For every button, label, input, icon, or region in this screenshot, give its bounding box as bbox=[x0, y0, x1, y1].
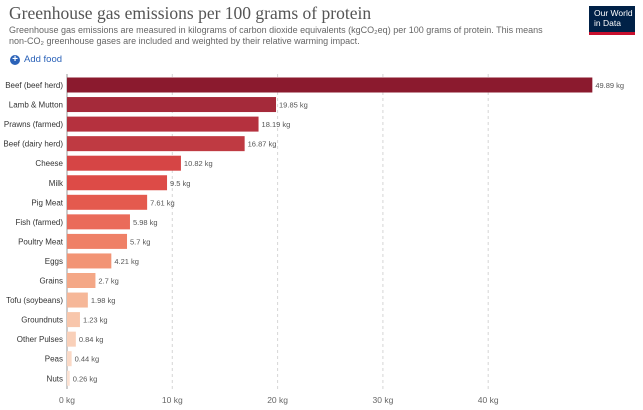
category-label: Poultry Meat bbox=[18, 237, 64, 246]
value-label: 7.61 kg bbox=[150, 198, 175, 207]
value-label: 10.82 kg bbox=[184, 159, 213, 168]
bar bbox=[67, 331, 76, 347]
category-label: Beef (beef herd) bbox=[5, 81, 63, 90]
value-label: 49.89 kg bbox=[595, 81, 624, 90]
bar bbox=[67, 97, 277, 113]
plus-circle-icon: + bbox=[10, 54, 20, 65]
x-tick-label: 0 kg bbox=[59, 395, 75, 405]
chart-title: Greenhouse gas emissions per 100 grams o… bbox=[9, 3, 372, 23]
logo-line-1: Our World bbox=[594, 8, 633, 18]
bar bbox=[67, 116, 259, 132]
bar bbox=[67, 214, 130, 230]
category-label: Tofu (soybeans) bbox=[6, 296, 63, 305]
bar bbox=[67, 77, 593, 93]
x-tick-label: 30 kg bbox=[373, 395, 394, 405]
x-tick-label: 20 kg bbox=[267, 395, 288, 405]
category-label: Fish (farmed) bbox=[15, 218, 63, 227]
category-label: Cheese bbox=[35, 159, 63, 168]
bar bbox=[67, 370, 70, 386]
category-label: Beef (dairy herd) bbox=[3, 140, 63, 149]
value-label: 16.87 kg bbox=[248, 140, 277, 149]
value-label: 0.44 kg bbox=[75, 355, 100, 364]
add-food-label: Add food bbox=[24, 54, 63, 65]
add-food-button[interactable]: + Add food bbox=[10, 54, 62, 65]
bar bbox=[67, 233, 128, 249]
value-label: 19.85 kg bbox=[279, 101, 308, 110]
category-label: Groundnuts bbox=[21, 316, 63, 325]
category-label: Prawns (farmed) bbox=[4, 120, 63, 129]
bar bbox=[67, 194, 148, 210]
category-label: Grains bbox=[39, 277, 63, 286]
category-label: Pig Meat bbox=[31, 198, 63, 207]
chart-subtitle: Greenhouse gas emissions are measured in… bbox=[9, 25, 543, 46]
category-label: Milk bbox=[49, 179, 64, 188]
bar bbox=[67, 273, 96, 288]
value-label: 5.98 kg bbox=[133, 218, 158, 227]
x-tick-label: 40 kg bbox=[478, 395, 499, 405]
category-label: Lamb & Mutton bbox=[9, 101, 63, 110]
value-label: 5.7 kg bbox=[130, 237, 150, 246]
value-label: 0.84 kg bbox=[79, 335, 104, 344]
bar bbox=[67, 136, 245, 152]
bar bbox=[67, 175, 168, 191]
value-label: 4.21 kg bbox=[114, 257, 139, 266]
value-label: 0.26 kg bbox=[73, 374, 98, 383]
owid-logo[interactable]: Our World in Data bbox=[589, 6, 635, 35]
value-label: 2.7 kg bbox=[98, 277, 118, 286]
category-label: Nuts bbox=[47, 374, 63, 383]
value-label: 9.5 kg bbox=[170, 179, 190, 188]
value-label: 18.19 kg bbox=[262, 120, 291, 129]
category-label: Peas bbox=[45, 355, 63, 364]
logo-line-2: in Data bbox=[594, 18, 621, 28]
category-label: Eggs bbox=[45, 257, 63, 266]
value-label: 1.23 kg bbox=[83, 316, 108, 325]
bar bbox=[67, 253, 112, 269]
bar bbox=[67, 155, 181, 171]
value-label: 1.98 kg bbox=[91, 296, 116, 305]
bar bbox=[67, 351, 72, 367]
x-tick-label: 10 kg bbox=[162, 395, 183, 405]
category-label: Other Pulses bbox=[17, 335, 63, 344]
bar bbox=[67, 292, 88, 308]
bar bbox=[67, 312, 80, 328]
